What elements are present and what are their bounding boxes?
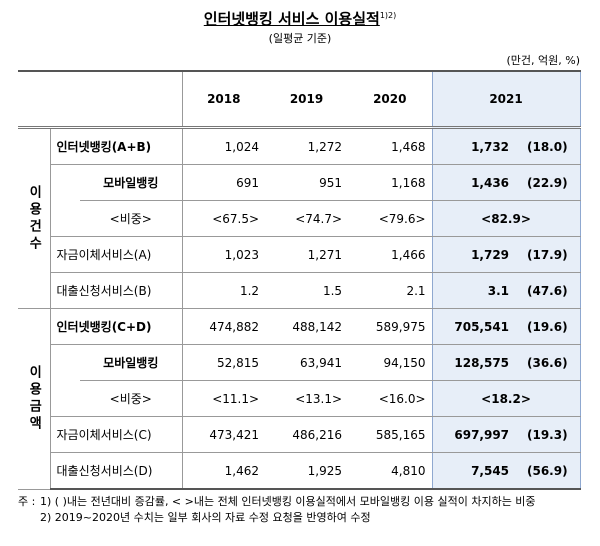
cell: <79.6> [348,200,433,237]
units: (만건, 억원, %) [506,54,580,67]
cell: 128,575 [431,344,516,381]
cell: 1,168 [348,164,433,201]
cell: (18.0) [515,127,581,165]
row-label: <비중> [80,200,183,237]
row: 대출신청서비스(D) 1,462 1,925 4,810 7,545 (56.9) [18,452,581,490]
row-label: 모바일뱅킹 [80,344,183,381]
corner [18,70,183,129]
row: <비중> <11.1> <13.1> <16.0> <18.2> [18,380,581,417]
cell: 697,997 [431,416,516,453]
row-label: 인터넷뱅킹(A+B) [50,127,183,165]
indent [50,165,80,237]
cell: (36.6) [515,344,581,381]
cell: 1,462 [182,452,266,490]
cell: 488,142 [265,308,349,345]
row: 대출신청서비스(B) 1.2 1.5 2.1 3.1 (47.6) [18,272,581,309]
cell: <74.7> [265,200,349,237]
cell: (22.9) [515,164,581,201]
title-note: 1)2) [379,11,397,20]
group-label: 이용금액 [26,364,42,433]
cell: 1.2 [182,272,266,309]
notes-label: 주 : [18,495,36,508]
row-label: 대출신청서비스(B) [50,272,183,309]
cell: <11.1> [182,380,266,417]
row: 이용건수 인터넷뱅킹(A+B) 1,024 1,272 1,468 1,732 (18.0) [18,127,581,309]
table: 2018 2019 2020 2021 이용건수 인터넷뱅킹(A+B) 1,024 1,272… [18,70,581,490]
cell: 52,815 [182,344,266,381]
row-label: 자금이체서비스(A) [50,236,183,273]
row: <비중> <67.5> <74.7> <79.6> <82.9> [18,200,581,237]
cell: 4,810 [348,452,433,490]
cell: (19.3) [515,416,581,453]
group-label-cell: 이용금액 [18,308,51,490]
cell: (17.9) [515,236,581,273]
row: 모바일뱅킹 691 951 1,168 1,436 (22.9) [18,164,581,201]
title: 인터넷뱅킹 서비스 이용실적1)2) [0,8,600,29]
row-label: 모바일뱅킹 [80,164,183,201]
cell: 705,541 [431,308,516,345]
cell: 94,150 [348,344,433,381]
cell: 1,023 [182,236,266,273]
cell: 3.1 [431,272,516,309]
cell: 691 [182,164,266,201]
notes: 주 : 1) ( )내는 전년대비 증감률, < >내는 전체 인터넷뱅킹 이용… [18,494,588,526]
cell: 1,272 [265,127,349,165]
cell: (19.6) [515,308,581,345]
cell: <13.1> [265,380,349,417]
cell: 1,468 [348,127,433,165]
note: 1) ( )내는 전년대비 증감률, < >내는 전체 인터넷뱅킹 이용실적에서… [40,495,536,508]
cell: 1,732 [431,127,516,165]
cell: 1.5 [265,272,349,309]
cell: 1,271 [265,236,349,273]
row-label: <비중> [80,380,183,417]
cell: 1,024 [182,127,266,165]
header-row: 2018 2019 2020 2021 [18,70,581,129]
column-header: 2020 [348,70,433,129]
cell: 1,436 [431,164,516,201]
subtitle: (일평균 기준) [268,32,332,45]
column-header: 2019 [265,70,349,129]
indent [50,345,80,417]
group-label-cell: 이용건수 [18,127,51,309]
cell: <67.5> [182,200,266,237]
row: 이용금액 인터넷뱅킹(C+D) 474,882 488,142 589,975 705,5… [18,308,581,490]
note: 2) 2019~2020년 수치는 일부 회사의 자료 수정 요청을 반영하여 … [40,511,371,524]
cell: 1,729 [431,236,516,273]
cell: 1,925 [265,452,349,490]
cell: 486,216 [265,416,349,453]
cell: <82.9> [431,200,581,237]
cell: (47.6) [515,272,581,309]
group-label: 이용건수 [26,184,42,253]
row: 자금이체서비스(C) 473,421 486,216 585,165 697,997 (1… [18,416,581,453]
row-label: 인터넷뱅킹(C+D) [50,308,183,345]
cell: 1,466 [348,236,433,273]
row: 자금이체서비스(A) 1,023 1,271 1,466 1,729 (17.9) [18,236,581,273]
row-label: 대출신청서비스(D) [50,452,183,490]
title-text: 인터넷뱅킹 서비스 이용실적 [203,10,380,28]
cell: 951 [265,164,349,201]
column-header: 2018 [182,70,266,129]
row: 모바일뱅킹 52,815 63,941 94,150 128,575 (36.6) [18,344,581,381]
cell: 63,941 [265,344,349,381]
cell: 7,545 [431,452,516,490]
column-header: 2021 [431,70,581,129]
cell: 474,882 [182,308,266,345]
row-label: 자금이체서비스(C) [50,416,183,453]
cell: 589,975 [348,308,433,345]
cell: <18.2> [431,380,581,417]
cell: <16.0> [348,380,433,417]
cell: 473,421 [182,416,266,453]
cell: 585,165 [348,416,433,453]
cell: (56.9) [515,452,581,490]
cell: 2.1 [348,272,433,309]
